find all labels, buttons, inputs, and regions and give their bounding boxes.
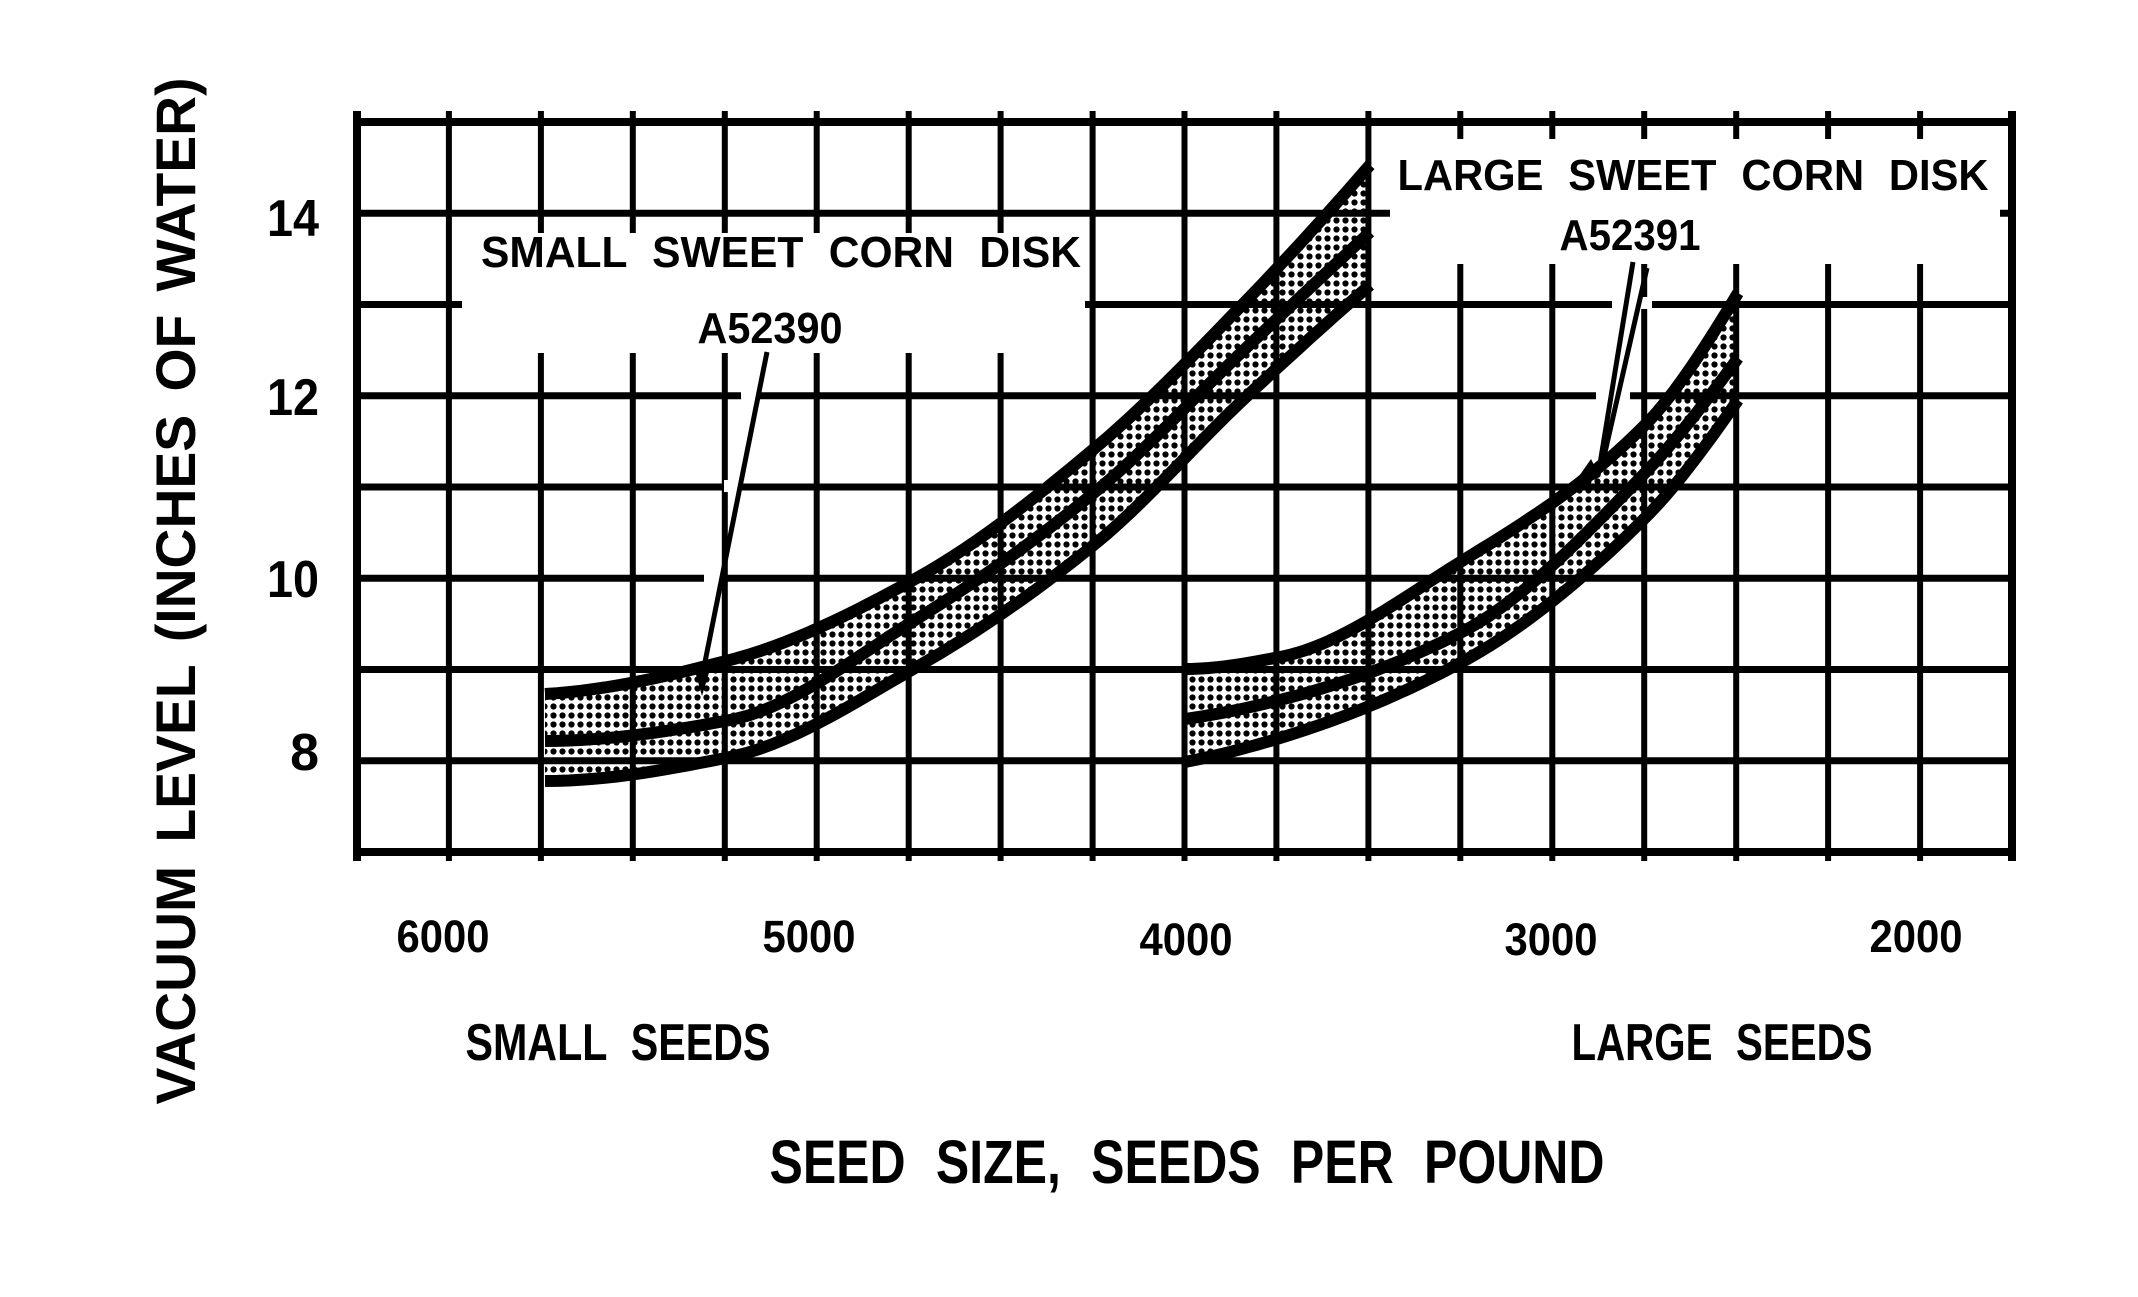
- svg-text:3000: 3000: [1505, 914, 1598, 965]
- svg-text:8: 8: [290, 724, 319, 782]
- svg-text:5000: 5000: [763, 911, 856, 962]
- svg-text:SMALL SEEDS: SMALL SEEDS: [466, 1014, 771, 1072]
- svg-text:2000: 2000: [1870, 911, 1963, 962]
- svg-text:SMALL SWEET CORN DISK: SMALL SWEET CORN DISK: [481, 228, 1081, 277]
- svg-text:LARGE SEEDS: LARGE SEEDS: [1572, 1014, 1873, 1072]
- svg-text:6000: 6000: [397, 911, 490, 962]
- svg-text:4000: 4000: [1140, 914, 1233, 965]
- svg-text:SEED SIZE, SEEDS PER POUND: SEED SIZE, SEEDS PER POUND: [770, 1128, 1605, 1196]
- svg-text:A52391: A52391: [1560, 211, 1701, 260]
- svg-text:12: 12: [267, 369, 319, 427]
- svg-text:10: 10: [267, 551, 319, 609]
- svg-text:VACUUM LEVEL (INCHES OF WATER): VACUUM LEVEL (INCHES OF WATER): [144, 78, 207, 1105]
- svg-text:A52390: A52390: [698, 304, 843, 353]
- svg-text:14: 14: [267, 190, 319, 248]
- svg-text:LARGE SWEET CORN DISK: LARGE SWEET CORN DISK: [1398, 151, 1989, 200]
